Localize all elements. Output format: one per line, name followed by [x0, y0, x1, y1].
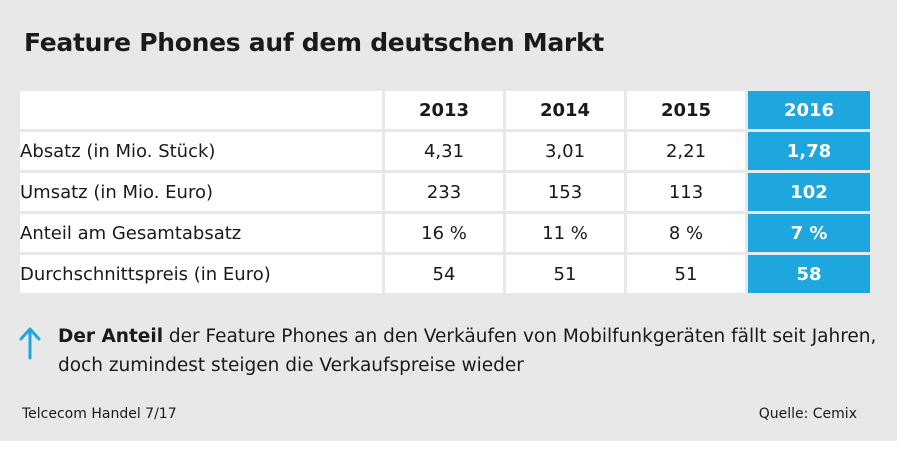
header-row: 2013 2014 2015 2016	[20, 91, 870, 129]
data-table: 2013 2014 2015 2016 Absatz (in Mio. Stüc…	[20, 88, 870, 296]
table-cell: 11 %	[506, 214, 627, 252]
note-text: Der Anteil der Feature Phones an den Ver…	[58, 322, 878, 380]
table-cell: 8 %	[627, 214, 748, 252]
table-cell: 113	[627, 173, 748, 211]
header-corner-cell	[20, 91, 385, 129]
header-year-2015: 2015	[627, 91, 748, 129]
header-year-2014: 2014	[506, 91, 627, 129]
table-row: Absatz (in Mio. Stück) 4,31 3,01 2,21 1,…	[20, 132, 870, 170]
arrow-up-icon	[19, 327, 41, 360]
header-year-2016: 2016	[748, 91, 870, 129]
table-cell: 16 %	[385, 214, 506, 252]
table-row: Durchschnittspreis (in Euro) 54 51 51 58	[20, 255, 870, 293]
highlight-cell: 1,78	[748, 132, 870, 170]
table-cell: 4,31	[385, 132, 506, 170]
table-row: Anteil am Gesamtabsatz 16 % 11 % 8 % 7 %	[20, 214, 870, 252]
table-cell: 54	[385, 255, 506, 293]
table-cell: 51	[506, 255, 627, 293]
table-cell: 51	[627, 255, 748, 293]
note-lead: Der Anteil	[58, 326, 164, 347]
chart-title: Feature Phones auf dem deutschen Markt	[24, 28, 604, 57]
highlight-cell: 7 %	[748, 214, 870, 252]
row-label: Umsatz (in Mio. Euro)	[20, 173, 385, 211]
table-cell: 2,21	[627, 132, 748, 170]
table-cell: 233	[385, 173, 506, 211]
publication-credit: Telcecom Handel 7/17	[22, 406, 177, 422]
table-cell: 153	[506, 173, 627, 211]
highlight-cell: 102	[748, 173, 870, 211]
source-credit: Quelle: Cemix	[758, 406, 857, 422]
highlight-cell: 58	[748, 255, 870, 293]
table-cell: 3,01	[506, 132, 627, 170]
note-body: der Feature Phones an den Verkäufen von …	[58, 326, 877, 376]
table-row: Umsatz (in Mio. Euro) 233 153 113 102	[20, 173, 870, 211]
row-label: Absatz (in Mio. Stück)	[20, 132, 385, 170]
chart-panel: Feature Phones auf dem deutschen Markt 2…	[0, 0, 897, 441]
row-label: Anteil am Gesamtabsatz	[20, 214, 385, 252]
row-label: Durchschnittspreis (in Euro)	[20, 255, 385, 293]
header-year-2013: 2013	[385, 91, 506, 129]
